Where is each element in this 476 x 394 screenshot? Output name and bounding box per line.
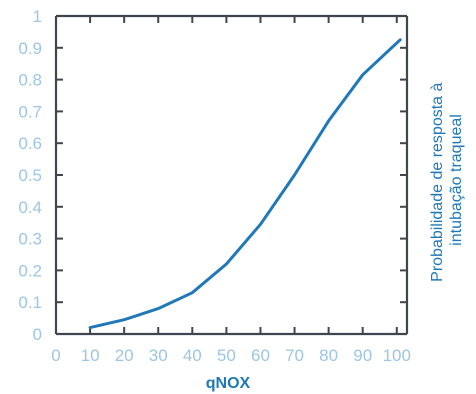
x-axis-title: qNOX: [206, 375, 251, 392]
y-tick-label: 0: [33, 325, 42, 344]
x-tick-label: 80: [319, 346, 338, 365]
y-tick-labels: 0 0.1 0.2 0.3 0.4 0.5 0.6 0.7 0.8 0.9 1: [18, 7, 42, 344]
y-tick-label: 0.4: [18, 198, 42, 217]
tick-marks: [56, 15, 407, 335]
y-axis-title-line-2: intubação traqueal: [448, 114, 465, 246]
x-tick-label: 20: [115, 346, 134, 365]
y-tick-label: 0.1: [18, 293, 42, 312]
y-tick-label: 0.8: [18, 71, 42, 90]
x-tick-label: 60: [251, 346, 270, 365]
x-tick-labels: 0 10 20 30 40 50 60 70 80 90 100: [51, 346, 411, 365]
y-tick-label: 0.9: [18, 39, 42, 58]
y-tick-label: 1: [33, 7, 42, 26]
x-tick-label: 100: [383, 346, 411, 365]
x-tick-label: 70: [285, 346, 304, 365]
y-tick-label: 0.7: [18, 102, 42, 121]
y-tick-label: 0.5: [18, 166, 42, 185]
y-tick-label: 0.2: [18, 261, 42, 280]
y-tick-label: 0.3: [18, 230, 42, 249]
series-layer: [88, 38, 402, 330]
plot-frame: [54, 14, 409, 336]
x-tick-label: 90: [353, 346, 372, 365]
y-axis-title: Probabilidade de resposta à intubação tr…: [429, 78, 465, 282]
x-tick-label: 30: [149, 346, 168, 365]
y-axis-title-line-1: Probabilidade de resposta à: [429, 83, 446, 282]
x-tick-label: 50: [217, 346, 236, 365]
series-line: [88, 38, 402, 330]
y-tick-label: 0.6: [18, 134, 42, 153]
x-tick-label: 0: [51, 346, 60, 365]
x-tick-label: 10: [81, 346, 100, 365]
x-tick-label: 40: [183, 346, 202, 365]
